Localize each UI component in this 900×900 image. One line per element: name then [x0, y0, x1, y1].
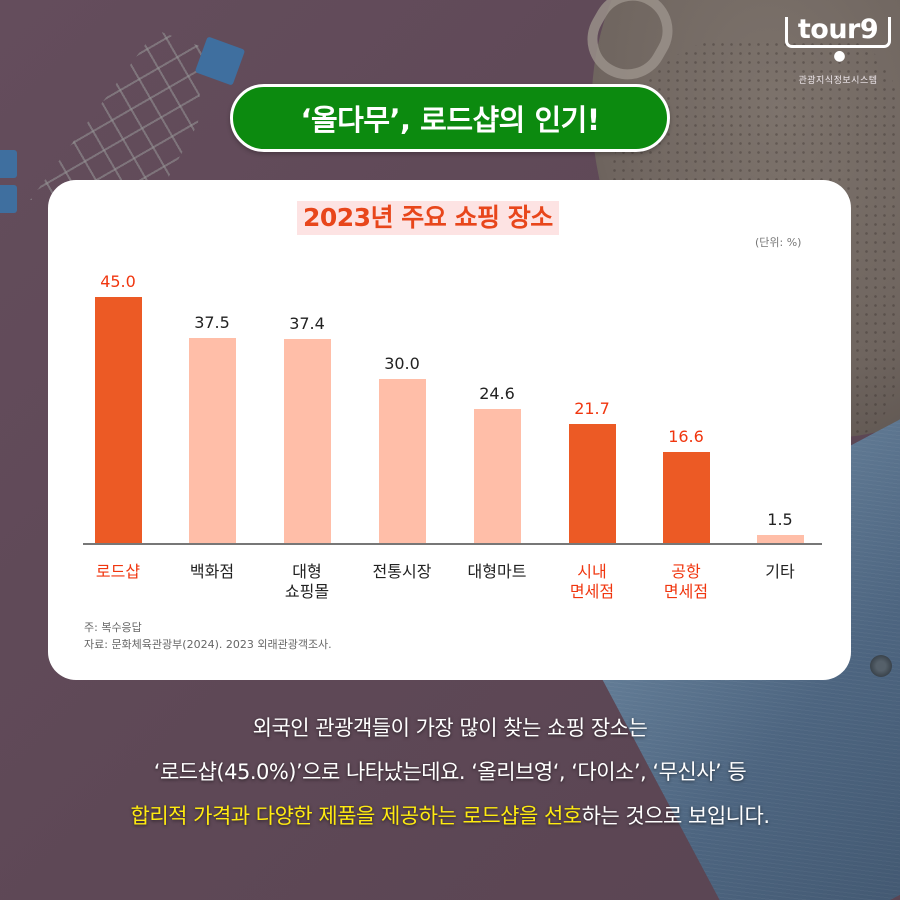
caption-line-3: 합리적 가격과 다양한 제품을 제공하는 로드샵을 선호하는 것으로 보입니다.: [0, 794, 900, 838]
cart-wheel: [0, 185, 17, 213]
tourgo-logo: tour9● 관광지식정보시스템: [783, 16, 893, 86]
cart-wheel: [0, 150, 17, 178]
headline-text: ‘올다무’, 로드샵의 인기!: [300, 103, 600, 137]
note-multiple-response: 주: 복수응답: [84, 621, 142, 634]
headline-banner: ‘올다무’, 로드샵의 인기!: [230, 84, 670, 152]
chart-notes: 주: 복수응답 자료: 문화체육관광부(2024). 2023 외래관광객조사.: [84, 619, 332, 653]
chart-title: 2023년 주요 쇼핑 장소: [297, 201, 559, 235]
caption: 외국인 관광객들이 가장 많이 찾는 쇼핑 장소는 ‘로드샵(45.0%)’으로…: [0, 706, 900, 838]
location-pin-icon: ●: [833, 48, 846, 64]
chart-card: [48, 180, 851, 680]
logo-subtitle: 관광지식정보시스템: [798, 76, 878, 86]
caption-line-1: 외국인 관광객들이 가장 많이 찾는 쇼핑 장소는: [252, 716, 648, 740]
unit-label: (단위: %): [755, 236, 802, 249]
caption-highlight: 합리적 가격과 다양한 제품을 제공하는 로드샵을 선호: [130, 804, 583, 828]
jeans-button: [870, 655, 892, 677]
caption-line-2: ‘로드샵(45.0%)’으로 나타났는데요. ‘올리브영‘, ‘다이소’, ‘무…: [153, 760, 747, 784]
caption-line-3-rest: 하는 것으로 보입니다.: [581, 804, 770, 828]
logo-wordmark: tour9: [784, 16, 892, 48]
note-source: 자료: 문화체육관광부(2024). 2023 외래관광객조사.: [84, 638, 332, 651]
